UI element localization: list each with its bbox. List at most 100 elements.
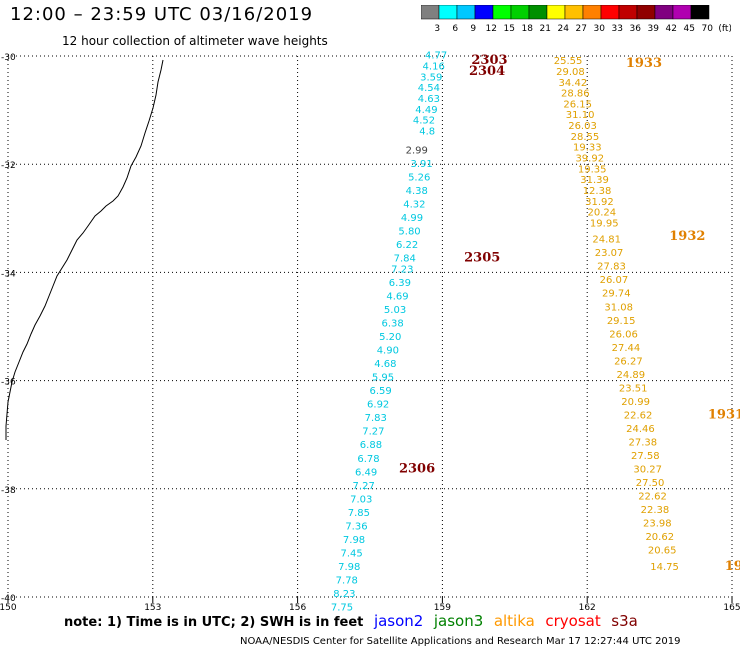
colorbar-label: 15 <box>503 24 514 34</box>
swh-value-jason2: 4.16 <box>423 62 445 73</box>
swh-value-jason2: 3.91 <box>410 159 432 170</box>
colorbar-label: 36 <box>629 24 641 34</box>
swh-value-altika: 22.62 <box>624 410 653 421</box>
lon-tick-label: 156 <box>289 603 306 613</box>
swh-value-altika: 20.24 <box>588 208 617 219</box>
swh-value-jason2: 5.80 <box>398 227 420 238</box>
colorbar-label: 21 <box>539 24 550 34</box>
swh-value-altika: 29.74 <box>602 289 631 300</box>
swh-value-jason2: 7.83 <box>365 413 387 424</box>
swh-value-jason2: 7.27 <box>362 427 384 438</box>
axis-ticks: 150 153 156 159 162 165 -30 -32 -34 -36 -38 -40 <box>0 53 740 613</box>
lat-tick-label: -32 <box>1 161 16 171</box>
swh-value-altika: 22.62 <box>638 492 667 503</box>
lat-tick-label: -38 <box>1 486 16 496</box>
pass-time: 19 <box>725 559 740 574</box>
swh-value-jason2: 7.23 <box>391 264 413 275</box>
swh-value-jason2: 4.69 <box>386 291 408 302</box>
swh-value-altika: 23.51 <box>619 383 648 394</box>
lat-tick-label: -30 <box>1 53 16 63</box>
colorbar-label: 3 <box>434 24 440 34</box>
swh-value-jason2: 7.78 <box>336 575 358 586</box>
color-scale-legend: 3 6 9 12 15 18 21 24 27 30 33 36 39 42 45 70 (ft) <box>421 5 731 34</box>
footer-credit: NOAA/NESDIS Center for Satellite Applica… <box>240 636 681 647</box>
swh-value-jason2: 5.20 <box>379 332 401 343</box>
lat-tick-label: -36 <box>1 378 16 388</box>
lon-tick-label: 150 <box>0 603 17 613</box>
swh-value-jason2: 4.8 <box>419 126 435 137</box>
swh-value-jason2: 7.98 <box>343 535 365 546</box>
swh-value-jason2: 6.92 <box>367 400 389 411</box>
swh-value-jason2: 4.32 <box>403 199 425 210</box>
swh-value-altika: 31.10 <box>566 110 595 121</box>
note-text: note: 1) Time is in UTC; 2) SWH is in fe… <box>64 615 364 630</box>
legend-altika: altika <box>493 612 535 630</box>
swh-value-altika: 28.55 <box>571 132 600 143</box>
swh-value-jason2: 5.03 <box>384 305 406 316</box>
swh-value-jason2: 7.45 <box>340 548 362 559</box>
swh-value-jason2: 6.22 <box>396 240 418 251</box>
page-title: 12:00 – 23:59 UTC 03/16/2019 <box>10 4 314 25</box>
swh-value-jason2: 6.49 <box>355 467 377 478</box>
colorbar-label: 6 <box>452 24 458 34</box>
swh-value-altika: 26.27 <box>614 356 643 367</box>
legend-cryosat: cryosat <box>545 612 601 630</box>
pass-time: 2305 <box>464 251 500 266</box>
swh-value-jason2: 4.90 <box>377 346 399 357</box>
pass-time: 1931 <box>708 407 740 422</box>
swh-value-jason2: 7.84 <box>394 254 416 265</box>
swh-value-altika: 19.95 <box>590 218 619 229</box>
swh-value-altika: 26.15 <box>563 99 592 110</box>
swh-value-altika: 23.98 <box>643 519 672 530</box>
pass-time: 1933 <box>626 56 662 71</box>
swh-value-altika: 27.50 <box>636 478 665 489</box>
lon-tick-label: 159 <box>434 603 451 613</box>
swh-value-altika: 24.81 <box>592 235 621 246</box>
swh-value-altika: 39.92 <box>575 153 604 164</box>
colorbar-label: 39 <box>647 24 659 34</box>
swh-value-jason2: 4.63 <box>418 94 440 105</box>
colorbar-label: 42 <box>665 24 676 34</box>
swh-value-jason2: 7.36 <box>345 521 367 532</box>
pass-time: 1932 <box>669 229 705 244</box>
swh-value-altika: 26.06 <box>609 329 638 340</box>
page-subtitle: 12 hour collection of altimeter wave hei… <box>62 34 328 48</box>
swh-value-altika: 25.55 <box>554 56 583 67</box>
swh-value-jason2: 6.78 <box>357 454 379 465</box>
swh-value-jason2: 5.95 <box>372 373 394 384</box>
legend-jason3: jason3 <box>433 612 484 630</box>
swh-value-altika: 20.99 <box>621 397 650 408</box>
colorbar-label: 27 <box>575 24 586 34</box>
swh-value-jason2: 7.27 <box>353 481 375 492</box>
swh-value-jason2: 7.98 <box>338 562 360 573</box>
swh-value-jason2: 3.59 <box>420 72 442 83</box>
swh-value-altika: 20.65 <box>648 546 677 557</box>
swh-value-jason2: 6.59 <box>369 386 391 397</box>
lon-tick-label: 162 <box>579 603 596 613</box>
swh-value-altika: 28.86 <box>561 89 590 100</box>
lon-tick-label: 153 <box>144 603 161 613</box>
pass-time: 2303 <box>471 53 507 68</box>
swh-value-jason2: 4.99 <box>401 213 423 224</box>
colorbar-label: (ft) <box>718 24 731 34</box>
swh-value-altika: 23.07 <box>595 248 624 259</box>
coastline <box>5 59 164 440</box>
swh-value-altika: 19.35 <box>578 164 607 175</box>
swh-value-altika: 27.58 <box>631 451 660 462</box>
swh-value-altika: 22.38 <box>641 505 670 516</box>
swh-value-altika: 12.38 <box>583 186 612 197</box>
swh-value-jason2: 7.85 <box>348 508 370 519</box>
pass-time: 2306 <box>399 462 435 477</box>
swh-value-altika: 34.42 <box>559 78 588 89</box>
colorbar-label: 30 <box>593 24 605 34</box>
swh-value-altika: 24.46 <box>626 424 655 435</box>
swh-value-altika: 30.27 <box>633 465 662 476</box>
swh-value-altika: 31.08 <box>604 302 633 313</box>
colorbar-swatch <box>690 5 710 20</box>
colorbar-label: 9 <box>470 24 476 34</box>
swh-value-altika: 24.89 <box>616 370 645 381</box>
swh-value-altika: 14.75 <box>650 562 679 573</box>
colorbar-label: 18 <box>521 24 533 34</box>
swh-value-altika: 20.62 <box>645 532 674 543</box>
swh-value-jason2: 4.52 <box>413 116 435 127</box>
